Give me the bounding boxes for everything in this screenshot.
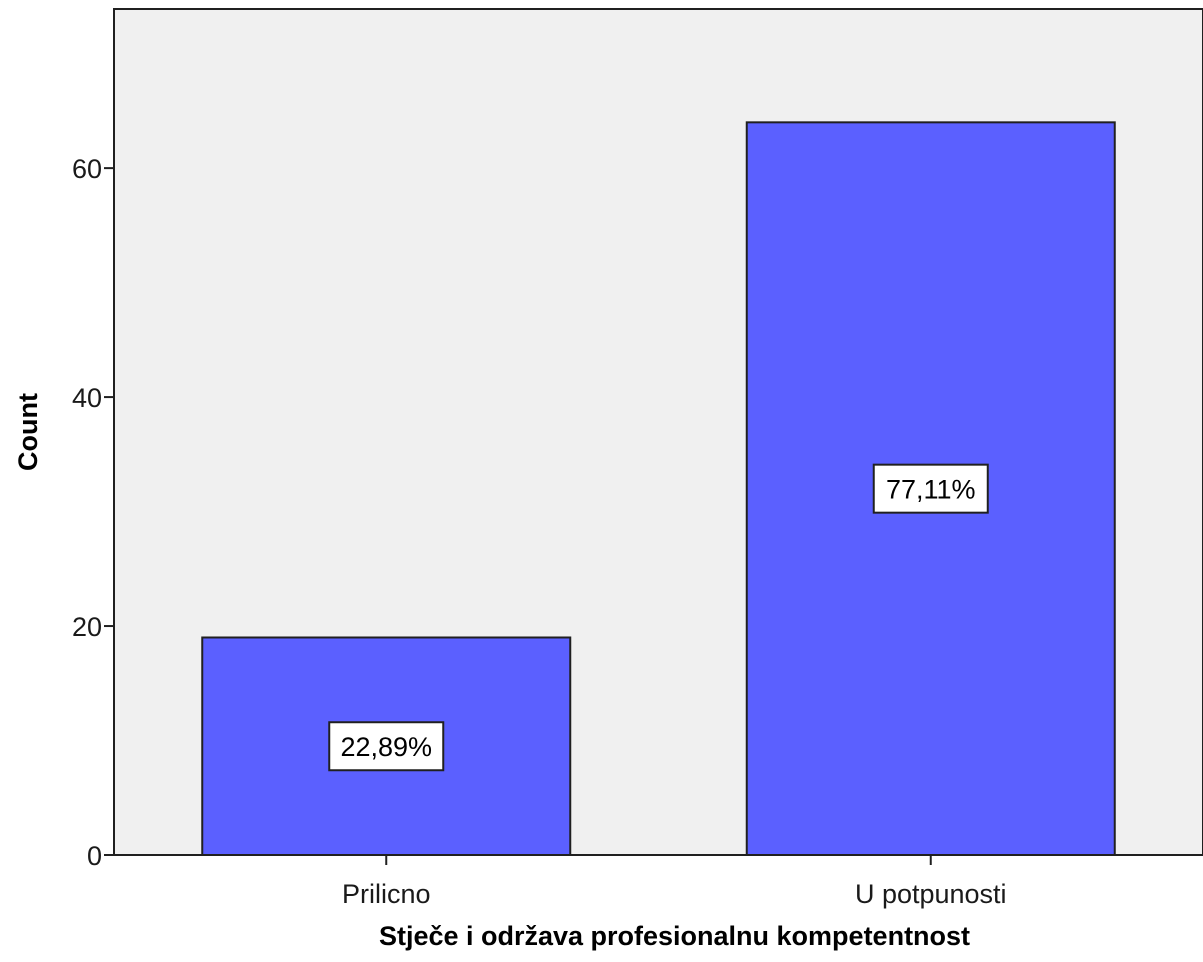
data-label-1: 77,11% bbox=[872, 463, 989, 514]
data-label-box-1 bbox=[872, 463, 989, 514]
axes bbox=[113, 9, 1203, 856]
y-tick-label-0: 0 bbox=[87, 841, 102, 871]
data-label-0: 22,89% bbox=[328, 721, 445, 772]
y-tick-label-2: 40 bbox=[72, 383, 102, 413]
data-label-box-0 bbox=[328, 721, 445, 772]
y-tick-label-3: 60 bbox=[72, 154, 102, 184]
data-label-text-0: 22,89% bbox=[340, 732, 432, 762]
x-tick-label-0: Prilicno bbox=[342, 879, 431, 909]
x-tick-label-1: U potpunosti bbox=[855, 879, 1007, 909]
y-ticks: 0 20 40 60 bbox=[72, 154, 114, 871]
x-axis-title: Stječe i održava profesionalnu kompetent… bbox=[379, 921, 970, 951]
data-label-text-1: 77,11% bbox=[886, 475, 976, 505]
data-labels: 22,89% 77,11% bbox=[328, 463, 989, 772]
x-ticks: Prilicno U potpunosti bbox=[342, 855, 1007, 909]
y-axis-title: Count bbox=[13, 393, 43, 471]
y-tick-label-1: 20 bbox=[72, 612, 102, 642]
